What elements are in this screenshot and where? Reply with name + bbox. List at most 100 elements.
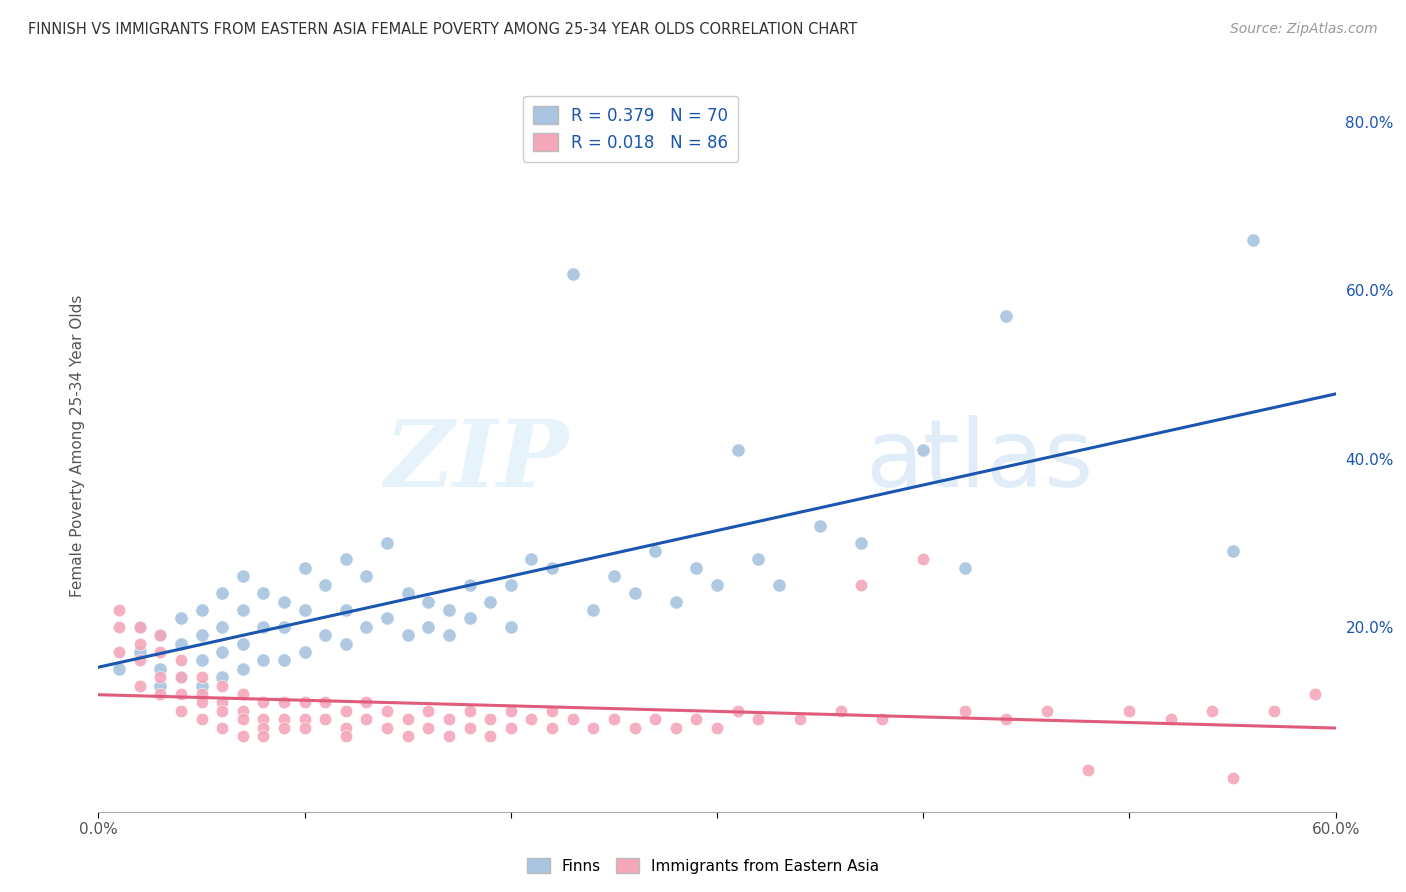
Point xyxy=(768,578,790,592)
Point xyxy=(1222,544,1244,558)
Point xyxy=(211,645,233,659)
Point xyxy=(396,729,419,743)
Point xyxy=(747,712,769,726)
Point xyxy=(644,544,666,558)
Point xyxy=(232,704,254,718)
Point xyxy=(273,653,295,667)
Point xyxy=(1303,687,1326,701)
Point xyxy=(1118,704,1140,718)
Point xyxy=(727,704,749,718)
Point xyxy=(541,721,564,735)
Point xyxy=(561,267,583,281)
Point xyxy=(211,620,233,634)
Point xyxy=(375,611,398,625)
Point xyxy=(314,712,336,726)
Point xyxy=(252,712,274,726)
Point xyxy=(727,443,749,458)
Point xyxy=(211,704,233,718)
Point xyxy=(623,586,645,600)
Point xyxy=(1263,704,1285,718)
Point xyxy=(252,620,274,634)
Point xyxy=(149,687,172,701)
Point xyxy=(232,636,254,650)
Point xyxy=(335,636,357,650)
Point xyxy=(273,721,295,735)
Point xyxy=(128,620,150,634)
Point xyxy=(418,620,440,634)
Point xyxy=(232,662,254,676)
Y-axis label: Female Poverty Among 25-34 Year Olds: Female Poverty Among 25-34 Year Olds xyxy=(69,295,84,597)
Point xyxy=(418,704,440,718)
Point xyxy=(128,636,150,650)
Point xyxy=(128,679,150,693)
Point xyxy=(953,704,976,718)
Point xyxy=(479,729,502,743)
Point xyxy=(149,645,172,659)
Point xyxy=(561,712,583,726)
Point xyxy=(211,679,233,693)
Point xyxy=(418,721,440,735)
Point xyxy=(170,611,193,625)
Point xyxy=(211,586,233,600)
Point xyxy=(108,603,131,617)
Point xyxy=(232,569,254,583)
Point xyxy=(437,712,460,726)
Point xyxy=(128,620,150,634)
Point xyxy=(190,603,212,617)
Point xyxy=(252,586,274,600)
Point xyxy=(912,552,935,566)
Point xyxy=(1241,233,1264,247)
Point xyxy=(851,578,873,592)
Point xyxy=(1036,704,1059,718)
Point xyxy=(418,594,440,608)
Point xyxy=(851,535,873,549)
Point xyxy=(953,561,976,575)
Point xyxy=(190,628,212,642)
Point xyxy=(603,712,626,726)
Point xyxy=(685,561,707,575)
Point xyxy=(294,721,316,735)
Point xyxy=(623,721,645,735)
Legend: R = 0.379   N = 70, R = 0.018   N = 86: R = 0.379 N = 70, R = 0.018 N = 86 xyxy=(523,96,738,161)
Point xyxy=(437,628,460,642)
Text: Source: ZipAtlas.com: Source: ZipAtlas.com xyxy=(1230,22,1378,37)
Point xyxy=(644,712,666,726)
Point xyxy=(458,704,481,718)
Point xyxy=(170,670,193,684)
Point xyxy=(190,687,212,701)
Point xyxy=(541,561,564,575)
Point xyxy=(335,603,357,617)
Point xyxy=(273,695,295,709)
Point xyxy=(375,721,398,735)
Point xyxy=(190,679,212,693)
Point xyxy=(149,670,172,684)
Point xyxy=(375,535,398,549)
Point xyxy=(541,704,564,718)
Point xyxy=(211,721,233,735)
Point xyxy=(479,594,502,608)
Point xyxy=(499,721,522,735)
Point xyxy=(375,704,398,718)
Point xyxy=(706,578,728,592)
Point xyxy=(190,670,212,684)
Point xyxy=(232,712,254,726)
Point xyxy=(665,594,688,608)
Point xyxy=(232,687,254,701)
Point xyxy=(170,653,193,667)
Point xyxy=(314,628,336,642)
Point xyxy=(149,628,172,642)
Point xyxy=(273,594,295,608)
Point xyxy=(994,712,1017,726)
Point xyxy=(335,729,357,743)
Point xyxy=(273,620,295,634)
Point xyxy=(170,704,193,718)
Point xyxy=(582,721,605,735)
Point xyxy=(252,721,274,735)
Point xyxy=(108,645,131,659)
Point xyxy=(335,704,357,718)
Point xyxy=(190,653,212,667)
Point xyxy=(603,569,626,583)
Point xyxy=(149,628,172,642)
Point xyxy=(149,662,172,676)
Point xyxy=(356,695,378,709)
